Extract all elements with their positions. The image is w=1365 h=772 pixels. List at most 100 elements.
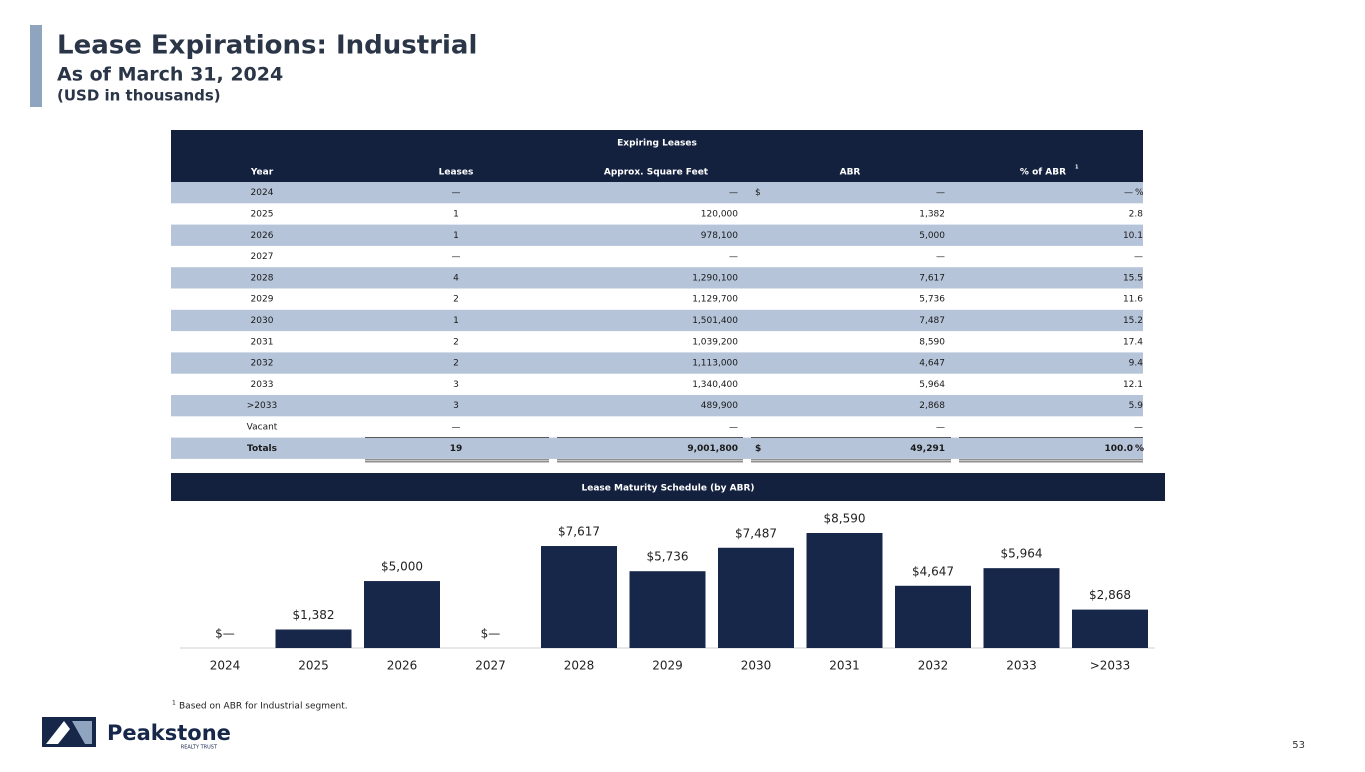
- cell-pct: —: [1134, 422, 1143, 432]
- x-tick-label: 2024: [210, 659, 241, 673]
- logo: Peakstone REALTY TRUST: [42, 717, 231, 751]
- footnote: Based on ABR for Industrial segment.: [179, 702, 348, 712]
- cell-pct: 100.0: [1105, 444, 1133, 454]
- cell-sqft: —: [729, 252, 738, 262]
- cell-abr: 49,291: [910, 444, 945, 454]
- cell-sqft: 9,001,800: [687, 444, 738, 454]
- cell-year: 2030: [251, 316, 274, 326]
- cell-abr: 1,382: [919, 209, 945, 219]
- cell-pct: 5.9: [1129, 401, 1144, 411]
- cell-leases: —: [452, 252, 461, 262]
- cell-abr: 5,000: [919, 231, 945, 241]
- cell-leases: 2: [453, 295, 459, 305]
- cell-abr: 4,647: [919, 359, 945, 369]
- cell-leases: 4: [453, 273, 459, 283]
- column-header: Approx. Square Feet: [604, 168, 709, 178]
- cell-sqft: 1,129,700: [692, 295, 738, 305]
- cell-leases: —: [452, 422, 461, 432]
- value-label: $1,382: [293, 608, 335, 622]
- x-tick-label: 2032: [918, 659, 949, 673]
- cell-pct: 12.1: [1123, 380, 1143, 390]
- x-tick-label: 2028: [564, 659, 595, 673]
- cell-abr: 2,868: [919, 401, 945, 411]
- chart-title: Lease Maturity Schedule (by ABR): [582, 484, 755, 494]
- cell-year: 2029: [251, 295, 274, 305]
- cell-sqft: 1,113,000: [692, 359, 738, 369]
- cell-year: Vacant: [247, 422, 278, 432]
- bar: [895, 585, 971, 648]
- logo-peak: [46, 721, 70, 744]
- x-tick-label: 2027: [475, 659, 506, 673]
- cell-year: 2028: [251, 273, 274, 283]
- cell-sqft: 120,000: [701, 209, 738, 219]
- cell-leases: 19: [450, 444, 463, 454]
- bar: [275, 629, 352, 648]
- cell-year: 2027: [251, 252, 274, 262]
- bar: [806, 533, 883, 648]
- cell-sqft: 1,290,100: [692, 273, 738, 283]
- value-label: $7,487: [735, 526, 777, 540]
- cell-sqft: —: [729, 422, 738, 432]
- title-accent: [30, 25, 42, 107]
- x-tick-label: 2026: [387, 659, 418, 673]
- row-bg: [171, 182, 1143, 204]
- x-tick-label: 2025: [298, 659, 329, 673]
- value-label: $4,647: [912, 564, 954, 578]
- column-header: Year: [250, 168, 274, 178]
- cell-year: 2026: [251, 231, 274, 241]
- note: (USD in thousands): [57, 87, 221, 105]
- cell-pct: 17.4: [1123, 337, 1143, 347]
- x-tick-label: 2029: [652, 659, 683, 673]
- cell-leases: 1: [453, 231, 459, 241]
- cell-abr: 7,617: [919, 273, 945, 283]
- bar: [718, 547, 794, 648]
- cell-abr-prefix: $: [755, 444, 761, 454]
- row-bg: [171, 224, 1143, 246]
- page-number: 53: [1292, 740, 1305, 751]
- cell-abr: 5,964: [919, 380, 945, 390]
- cell-sqft: 1,039,200: [692, 337, 738, 347]
- row-bg: [171, 395, 1143, 417]
- column-header: Leases: [439, 168, 474, 178]
- cell-sqft: 1,501,400: [692, 316, 738, 326]
- value-label: $2,868: [1089, 588, 1131, 602]
- cell-leases: 2: [453, 359, 459, 369]
- column-header: % of ABR: [1020, 168, 1066, 178]
- cell-abr: —: [936, 188, 945, 198]
- cell-pct: 10.1: [1123, 231, 1143, 241]
- value-label: $5,964: [1001, 547, 1043, 561]
- cell-pct: 9.4: [1129, 359, 1144, 369]
- bar: [1072, 609, 1148, 648]
- subtitle: As of March 31, 2024: [57, 64, 283, 86]
- cell-abr: —: [936, 422, 945, 432]
- value-label: $5,736: [647, 550, 689, 564]
- column-marker: 1: [1075, 165, 1079, 171]
- cell-sqft: 489,900: [701, 401, 738, 411]
- bar: [629, 571, 706, 648]
- column-header: ABR: [840, 168, 861, 178]
- title: Lease Expirations: Industrial: [57, 31, 477, 61]
- row-bg: [171, 309, 1143, 332]
- cell-abr-prefix: $: [755, 188, 761, 198]
- cell-pct: —: [1134, 252, 1143, 262]
- chart-header-bg: [171, 473, 1165, 501]
- cell-pct: 2.8: [1129, 209, 1144, 219]
- cell-pct-suffix: %: [1135, 188, 1144, 198]
- table-group-header: Expiring Leases: [617, 139, 697, 149]
- cell-sqft: —: [729, 188, 738, 198]
- cell-year: >2033: [247, 401, 277, 411]
- cell-abr: 8,590: [919, 337, 945, 347]
- logo-peak: [72, 721, 92, 744]
- value-label: $—: [481, 627, 501, 641]
- cell-leases: 1: [453, 316, 459, 326]
- cell-leases: —: [452, 188, 461, 198]
- cell-year: 2025: [251, 209, 274, 219]
- cell-leases: 3: [453, 401, 459, 411]
- cell-year: Totals: [247, 444, 277, 454]
- table-header-bg: [171, 130, 1143, 182]
- bar: [983, 568, 1060, 648]
- cell-pct: —: [1124, 188, 1133, 198]
- footnote-marker: 1: [172, 700, 176, 707]
